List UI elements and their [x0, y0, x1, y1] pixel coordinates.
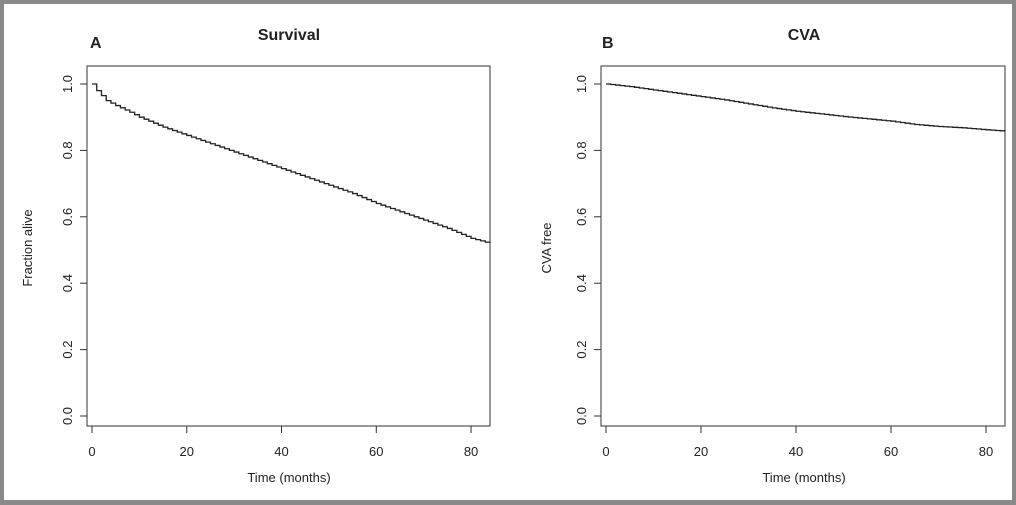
panel-b-xtick-label: 0: [602, 444, 609, 459]
panel-a-ytick-label: 0.4: [60, 274, 75, 292]
panel-b-xtick-label: 20: [694, 444, 708, 459]
panel-b-xtick-label: 80: [979, 444, 993, 459]
panel-b-plot-frame: [600, 65, 1006, 427]
panel-a-xtick-label: 80: [464, 444, 478, 459]
panel-b: B CVA Time (months) CVA free 0 20 40 60 80 0.…: [539, 27, 1006, 485]
panel-a-axes: 0 20 40 60 80 0.0 0.2 0.4 0.6 0.8 1.0: [60, 75, 478, 459]
panel-b-ytick-label: 0.4: [574, 274, 589, 292]
panel-a-lines: [92, 83, 491, 244]
panel-a-xtick-label: 0: [88, 444, 95, 459]
panel-b-xlabel: Time (months): [762, 470, 845, 485]
panel-b-ytick-label: 0.0: [574, 407, 589, 425]
panel-b-axes: 0 20 40 60 80 0.0 0.2 0.4 0.6 0.8 1.0: [574, 75, 993, 459]
panel-b-survival-curve: [606, 83, 1006, 132]
panel-b-letter: B: [602, 35, 614, 52]
panel-a-xtick-label: 40: [274, 444, 288, 459]
panel-a-ytick-label: 0.8: [60, 141, 75, 159]
panel-a-ylabel: Fraction alive: [20, 209, 35, 286]
panel-b-ytick-label: 1.0: [574, 75, 589, 93]
figure-svg: A Survival Time (months) Fraction alive …: [20, 27, 1006, 485]
panel-a: A Survival Time (months) Fraction alive …: [20, 27, 491, 485]
panel-b-ylabel: CVA free: [539, 222, 554, 273]
panel-a-ytick-label: 0.6: [60, 208, 75, 226]
panel-b-ytick-label: 0.2: [574, 341, 589, 359]
panel-b-ytick-label: 0.8: [574, 141, 589, 159]
panel-a-plot-frame: [86, 65, 491, 427]
panel-a-title: Survival: [258, 27, 320, 44]
panel-a-xtick-label: 20: [180, 444, 194, 459]
panel-b-ytick-label: 0.6: [574, 208, 589, 226]
panel-b-lines: [606, 83, 1006, 132]
panel-a-xtick-label: 60: [369, 444, 383, 459]
panel-a-letter: A: [90, 35, 102, 52]
figure: A Survival Time (months) Fraction alive …: [4, 4, 1012, 500]
panel-b-xtick-label: 60: [884, 444, 898, 459]
panel-a-survival-curve: [92, 83, 491, 244]
panel-a-xlabel: Time (months): [247, 470, 330, 485]
panel-a-ytick-label: 1.0: [60, 75, 75, 93]
panel-b-title: CVA: [788, 27, 821, 44]
panel-a-ytick-label: 0.2: [60, 341, 75, 359]
panel-a-ytick-label: 0.0: [60, 407, 75, 425]
panel-b-xtick-label: 40: [789, 444, 803, 459]
